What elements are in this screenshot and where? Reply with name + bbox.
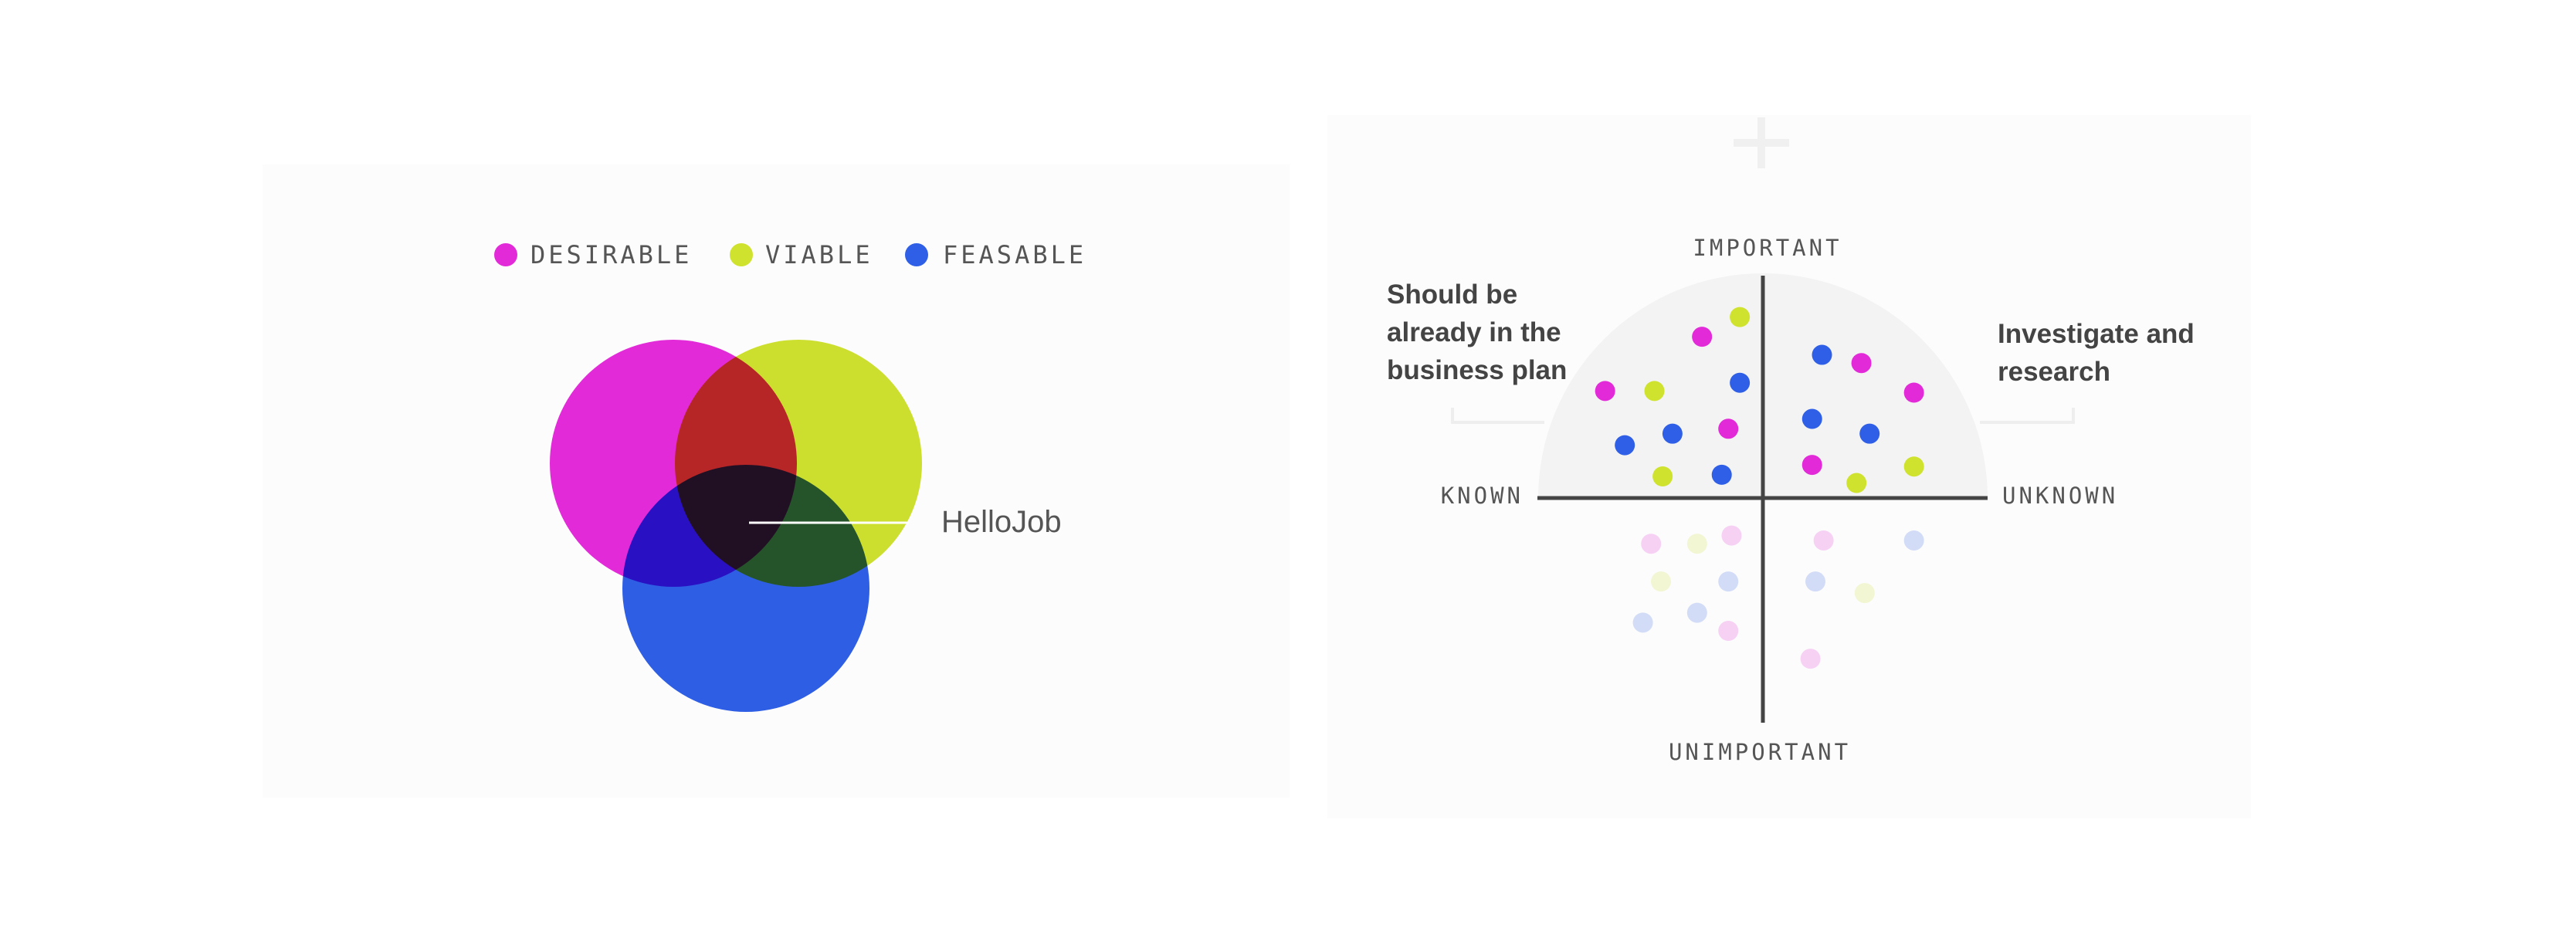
quadrant-text: Investigate and research — [1998, 319, 2202, 387]
dots — [1595, 307, 1924, 669]
dot — [1632, 612, 1653, 633]
dot — [1711, 464, 1732, 485]
dot — [1813, 530, 1834, 551]
dot — [1730, 372, 1751, 393]
dot — [1802, 455, 1822, 476]
brackets — [1451, 408, 2075, 424]
legend-dot — [730, 243, 753, 266]
dot — [1800, 649, 1821, 669]
axis-label: KNOWN — [1441, 483, 1524, 509]
dot — [1718, 418, 1739, 439]
legend-dot — [494, 243, 517, 266]
dot — [1686, 534, 1707, 554]
dot — [1812, 344, 1832, 365]
dot — [1686, 602, 1707, 623]
dot — [1721, 525, 1742, 546]
venn-circle — [622, 465, 869, 712]
legend-label: VIABLE — [765, 240, 873, 269]
dot — [1846, 473, 1867, 493]
axis-label: UNIMPORTANT — [1669, 739, 1851, 765]
dot — [1615, 435, 1635, 456]
plus-icon — [1734, 117, 1789, 168]
dot — [1903, 530, 1924, 551]
venn-label: HelloJob — [941, 505, 1062, 539]
dot — [1859, 423, 1880, 444]
dot — [1595, 381, 1615, 402]
dot — [1851, 353, 1872, 374]
dot — [1718, 620, 1739, 641]
legend-dot — [905, 243, 928, 266]
dot — [1651, 571, 1672, 592]
dot — [1652, 466, 1673, 487]
dot — [1903, 456, 1924, 477]
dot — [1730, 307, 1751, 327]
legend-label: DESIRABLE — [530, 240, 692, 269]
axis-label: IMPORTANT — [1693, 235, 1842, 261]
dot — [1802, 408, 1822, 429]
dot — [1854, 583, 1875, 604]
legend-label: FEASABLE — [943, 240, 1086, 269]
dot — [1805, 571, 1825, 592]
axis-label: UNKNOWN — [2002, 483, 2118, 509]
dot — [1903, 382, 1924, 403]
dot — [1662, 423, 1683, 444]
dot — [1644, 381, 1665, 402]
quadrant-text: Should be already in the business plan — [1387, 280, 1568, 385]
dot — [1718, 571, 1739, 592]
dot — [1692, 327, 1713, 347]
venn — [550, 340, 922, 712]
dot — [1641, 534, 1662, 554]
